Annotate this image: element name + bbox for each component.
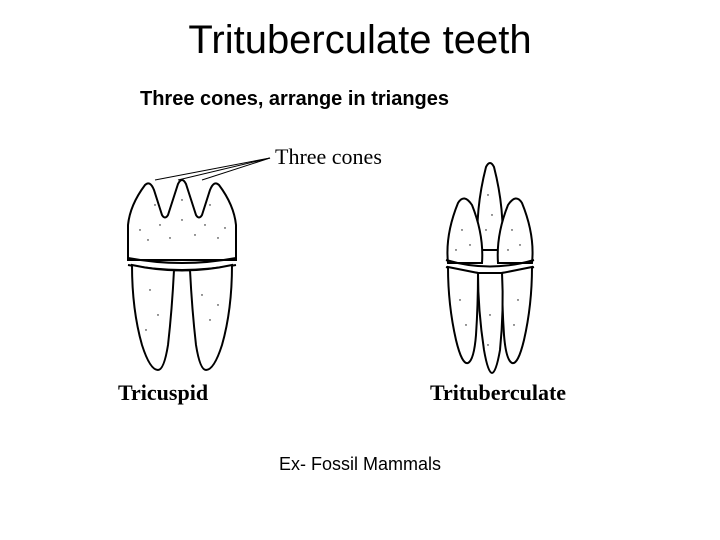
tricuspid-tooth-drawing (110, 170, 250, 380)
page-subtitle: Three cones, arrange in trianges (140, 88, 449, 111)
trituberculate-label: Trituberculate (430, 380, 566, 406)
page-title: Trituberculate teeth (0, 18, 720, 63)
footer-text: Ex- Fossil Mammals (0, 454, 720, 475)
trituberculate-tooth-drawing (420, 155, 560, 385)
diagram-area: Three cones (100, 130, 620, 410)
tricuspid-label: Tricuspid (118, 380, 208, 406)
three-cones-label: Three cones (275, 144, 382, 170)
